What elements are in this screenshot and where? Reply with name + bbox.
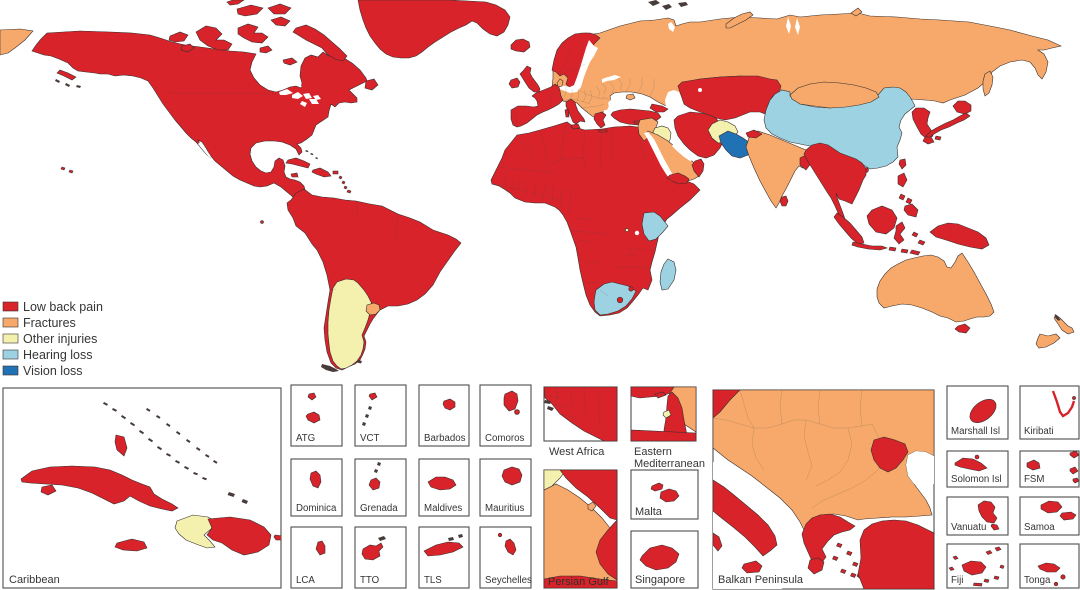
svg-text:Low back pain: Low back pain bbox=[23, 300, 103, 314]
svg-text:Hearing loss: Hearing loss bbox=[23, 348, 92, 362]
svg-text:ATG: ATG bbox=[296, 433, 315, 444]
svg-text:Mediterranean: Mediterranean bbox=[634, 458, 705, 470]
svg-text:Tonga: Tonga bbox=[1024, 575, 1051, 586]
svg-text:Balkan Peninsula: Balkan Peninsula bbox=[718, 574, 804, 586]
svg-text:Caribbean: Caribbean bbox=[9, 574, 60, 586]
svg-text:Grenada: Grenada bbox=[360, 503, 398, 514]
svg-text:LCA: LCA bbox=[296, 575, 315, 586]
svg-text:Other injuries: Other injuries bbox=[23, 332, 97, 346]
svg-text:Vanuatu: Vanuatu bbox=[951, 522, 986, 533]
svg-text:VCT: VCT bbox=[360, 433, 379, 444]
svg-text:Malta: Malta bbox=[635, 506, 663, 518]
svg-text:Singapore: Singapore bbox=[635, 574, 685, 586]
svg-text:TTO: TTO bbox=[360, 575, 380, 586]
svg-text:Dominica: Dominica bbox=[296, 503, 337, 514]
svg-text:Eastern: Eastern bbox=[634, 446, 672, 458]
svg-text:Vision loss: Vision loss bbox=[23, 364, 83, 378]
svg-text:Marshall Isl: Marshall Isl bbox=[951, 426, 1000, 437]
svg-text:Fiji: Fiji bbox=[951, 575, 963, 586]
svg-text:FSM: FSM bbox=[1024, 474, 1044, 485]
svg-text:Samoa: Samoa bbox=[1024, 522, 1055, 533]
svg-text:Maldives: Maldives bbox=[424, 503, 462, 514]
svg-text:Kiribati: Kiribati bbox=[1024, 426, 1054, 437]
svg-text:West Africa: West Africa bbox=[549, 446, 605, 458]
svg-text:Solomon Isl: Solomon Isl bbox=[951, 474, 1002, 485]
svg-text:Barbados: Barbados bbox=[424, 433, 466, 444]
svg-text:Seychelles: Seychelles bbox=[485, 575, 532, 586]
svg-text:TLS: TLS bbox=[424, 575, 442, 586]
svg-text:Mauritius: Mauritius bbox=[485, 503, 524, 514]
svg-text:Fractures: Fractures bbox=[23, 316, 76, 330]
svg-text:Comoros: Comoros bbox=[485, 433, 524, 444]
svg-text:Persian Gulf: Persian Gulf bbox=[548, 576, 609, 588]
